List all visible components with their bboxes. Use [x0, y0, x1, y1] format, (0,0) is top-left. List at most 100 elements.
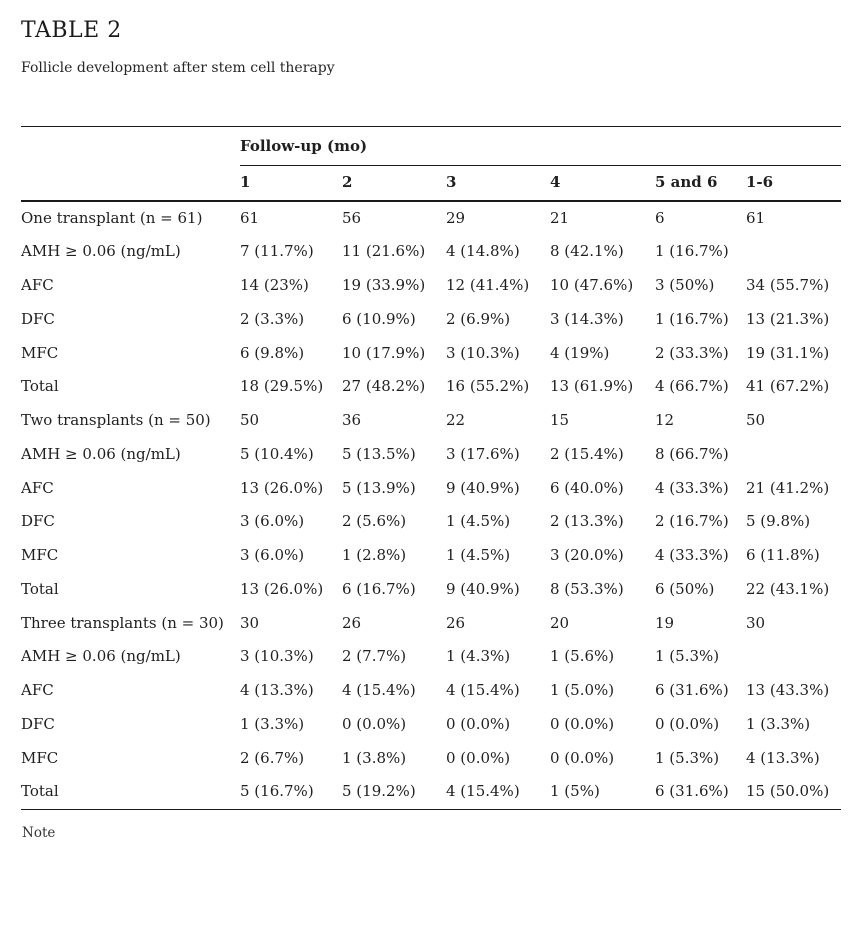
value-cell: 5 (16.7%)	[240, 782, 314, 801]
value-cell: 2 (6.9%)	[446, 309, 511, 328]
section-count-cell: 56	[342, 208, 362, 227]
value-cell: 1 (5%)	[550, 782, 600, 801]
value-cell: 1 (3.3%)	[746, 714, 811, 733]
empty-label-header-cell	[21, 165, 240, 202]
row-label: AFC	[21, 478, 54, 497]
table-row: AFC 4 (13.3%) 4 (15.4%) 4 (15.4%) 1 (5.0%) 6 …	[21, 674, 841, 708]
value-cell: 2 (16.7%)	[655, 512, 729, 531]
table-row: MFC 3 (6.0%) 1 (2.8%) 1 (4.5%) 3 (20.0%) 4 (3…	[21, 539, 841, 573]
table-row: AMH ≥ 0.06 (ng/mL) 5 (10.4%) 5 (13.5%) 3 (1…	[21, 438, 841, 472]
value-cell: 0 (0.0%)	[446, 714, 511, 733]
value-cell: 5 (9.8%)	[746, 512, 811, 531]
value-cell: 13 (61.9%)	[550, 377, 634, 396]
row-label: MFC	[21, 546, 59, 564]
row-label: AFC	[21, 681, 54, 699]
value-cell: 1 (3.8%)	[342, 748, 407, 767]
table-row: AFC 13 (26.0%) 5 (13.9%) 9 (40.9%) 6 (40.0%)…	[21, 472, 841, 506]
value-cell: 1 (5.6%)	[550, 647, 615, 666]
table-row: AMH ≥ 0.06 (ng/mL) 3 (10.3%) 2 (7.7%) 1 (4.…	[21, 640, 841, 674]
section-row: One transplant (n = 61) 61 56 29 21 6 61	[21, 201, 841, 236]
section-count-cell: 19	[655, 613, 675, 632]
value-cell: 2 (33.3%)	[655, 343, 729, 362]
value-cell: 13 (26.0%)	[240, 579, 324, 598]
value-cell: 5 (10.4%)	[240, 444, 314, 463]
value-cell: 22 (43.1%)	[746, 579, 830, 598]
section-label: Two transplants (n = 50)	[21, 411, 211, 429]
value-cell: 0 (0.0%)	[655, 714, 720, 733]
row-label: AMH ≥ 0.06 (ng/mL)	[21, 647, 181, 666]
value-cell: 4 (15.4%)	[446, 782, 520, 801]
value-cell: 3 (10.3%)	[446, 343, 520, 362]
value-cell: 6 (50%)	[655, 579, 715, 598]
row-label: DFC	[21, 512, 55, 531]
section-count-cell: 26	[342, 613, 362, 632]
row-label: AFC	[21, 276, 54, 294]
section-row: Two transplants (n = 50) 50 36 22 15 12 50	[21, 404, 841, 438]
value-cell: 6 (11.8%)	[746, 546, 820, 564]
value-cell: 4 (33.3%)	[655, 546, 729, 564]
value-cell: 4 (15.4%)	[342, 681, 416, 699]
value-cell: 5 (13.9%)	[342, 478, 416, 497]
column-header-4: 4	[550, 165, 655, 202]
column-header-row: 1 2 3 4 5 and 6 1-6	[21, 165, 841, 202]
value-cell: 16 (55.2%)	[446, 377, 530, 396]
value-cell: 1 (4.3%)	[446, 647, 511, 666]
table-row: DFC 2 (3.3%) 6 (10.9%) 2 (6.9%) 3 (14.3%) 1 (…	[21, 303, 841, 337]
value-cell	[746, 235, 841, 269]
column-header-5and6: 5 and 6	[655, 165, 746, 202]
value-cell: 3 (6.0%)	[240, 512, 305, 531]
value-cell: 6 (40.0%)	[550, 478, 624, 497]
row-label: DFC	[21, 309, 55, 328]
value-cell: 1 (16.7%)	[655, 309, 729, 328]
value-cell: 9 (40.9%)	[446, 579, 520, 598]
section-count-cell: 6	[655, 208, 665, 227]
value-cell: 9 (40.9%)	[446, 478, 520, 497]
section-count-cell: 30	[746, 613, 766, 632]
table-note: Note	[22, 825, 56, 841]
value-cell: 3 (14.3%)	[550, 309, 624, 328]
row-label: Total	[21, 377, 59, 396]
section-count-cell: 21	[550, 208, 570, 227]
value-cell: 2 (15.4%)	[550, 444, 624, 463]
section-count-cell: 26	[446, 613, 466, 632]
section-label: Three transplants (n = 30)	[21, 613, 224, 632]
row-label: MFC	[21, 343, 59, 362]
value-cell: 21 (41.2%)	[746, 478, 830, 497]
value-cell: 6 (31.6%)	[655, 782, 729, 801]
value-cell: 1 (5.3%)	[655, 748, 720, 767]
value-cell: 13 (21.3%)	[746, 309, 830, 328]
table-row: DFC 1 (3.3%) 0 (0.0%) 0 (0.0%) 0 (0.0%) 0 (0.…	[21, 708, 841, 742]
section-count-cell: 20	[550, 613, 570, 632]
value-cell: 3 (20.0%)	[550, 546, 624, 564]
value-cell: 5 (19.2%)	[342, 782, 416, 801]
value-cell: 13 (43.3%)	[746, 681, 830, 699]
table-row: AFC 14 (23%) 19 (33.9%) 12 (41.4%) 10 (47.6%…	[21, 269, 841, 303]
section-count-cell: 30	[240, 613, 260, 632]
table-row: Total 5 (16.7%) 5 (19.2%) 4 (15.4%) 1 (5%) 6 …	[21, 775, 841, 809]
value-cell: 4 (13.3%)	[240, 681, 314, 699]
table-row: Total 18 (29.5%) 27 (48.2%) 16 (55.2%) 13 (6…	[21, 370, 841, 404]
table-row: AMH ≥ 0.06 (ng/mL) 7 (11.7%) 11 (21.6%) 4 (…	[21, 235, 841, 269]
value-cell: 11 (21.6%)	[342, 242, 426, 261]
value-cell: 4 (14.8%)	[446, 242, 520, 261]
table-head: Follow-up (mo) 1 2 3 4 5 and 6 1-6	[21, 126, 841, 202]
value-cell: 3 (10.3%)	[240, 647, 314, 666]
row-label: Total	[21, 579, 59, 598]
row-label: Total	[21, 782, 59, 801]
value-cell	[746, 640, 841, 674]
section-count-cell: 61	[746, 208, 766, 227]
group-header-row: Follow-up (mo)	[21, 126, 841, 166]
value-cell: 10 (17.9%)	[342, 343, 426, 362]
empty-corner-cell	[21, 126, 240, 166]
value-cell: 0 (0.0%)	[550, 714, 615, 733]
section-count-cell: 50	[240, 411, 260, 429]
row-label: MFC	[21, 748, 59, 767]
value-cell: 3 (17.6%)	[446, 444, 520, 463]
value-cell: 4 (13.3%)	[746, 748, 820, 767]
value-cell: 10 (47.6%)	[550, 276, 634, 294]
value-cell: 8 (53.3%)	[550, 579, 624, 598]
value-cell: 0 (0.0%)	[342, 714, 407, 733]
value-cell: 18 (29.5%)	[240, 377, 324, 396]
section-row: Three transplants (n = 30) 30 26 26 20 19 30	[21, 607, 841, 641]
value-cell: 14 (23%)	[240, 276, 309, 294]
